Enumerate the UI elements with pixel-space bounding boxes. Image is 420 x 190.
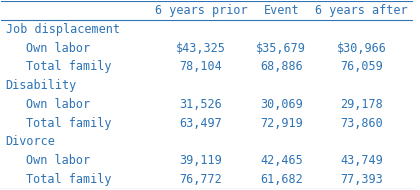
- Text: $30,966: $30,966: [336, 42, 386, 55]
- Text: 68,886: 68,886: [260, 60, 303, 73]
- Text: 6 years prior: 6 years prior: [155, 4, 247, 17]
- Text: 31,526: 31,526: [180, 98, 222, 111]
- Text: $35,679: $35,679: [256, 42, 306, 55]
- Text: Disability: Disability: [5, 79, 77, 92]
- Text: 72,919: 72,919: [260, 117, 303, 130]
- Text: Own labor: Own labor: [26, 98, 90, 111]
- Text: 78,104: 78,104: [180, 60, 222, 73]
- Text: 76,059: 76,059: [340, 60, 383, 73]
- Text: Own labor: Own labor: [26, 42, 90, 55]
- Text: 73,860: 73,860: [340, 117, 383, 130]
- Text: 30,069: 30,069: [260, 98, 303, 111]
- Text: 39,119: 39,119: [180, 154, 222, 167]
- Text: 6 years after: 6 years after: [315, 4, 408, 17]
- Text: Total family: Total family: [26, 173, 112, 186]
- Text: 61,682: 61,682: [260, 173, 303, 186]
- Text: Total family: Total family: [26, 117, 112, 130]
- Text: Own labor: Own labor: [26, 154, 90, 167]
- Text: 77,393: 77,393: [340, 173, 383, 186]
- Text: Divorce: Divorce: [5, 135, 55, 148]
- Text: 43,749: 43,749: [340, 154, 383, 167]
- Text: 42,465: 42,465: [260, 154, 303, 167]
- Text: $43,325: $43,325: [176, 42, 226, 55]
- Text: Event: Event: [263, 4, 299, 17]
- Text: Total family: Total family: [26, 60, 112, 73]
- Text: 76,772: 76,772: [180, 173, 222, 186]
- Text: Job displacement: Job displacement: [5, 23, 120, 36]
- Text: 29,178: 29,178: [340, 98, 383, 111]
- Text: 63,497: 63,497: [180, 117, 222, 130]
